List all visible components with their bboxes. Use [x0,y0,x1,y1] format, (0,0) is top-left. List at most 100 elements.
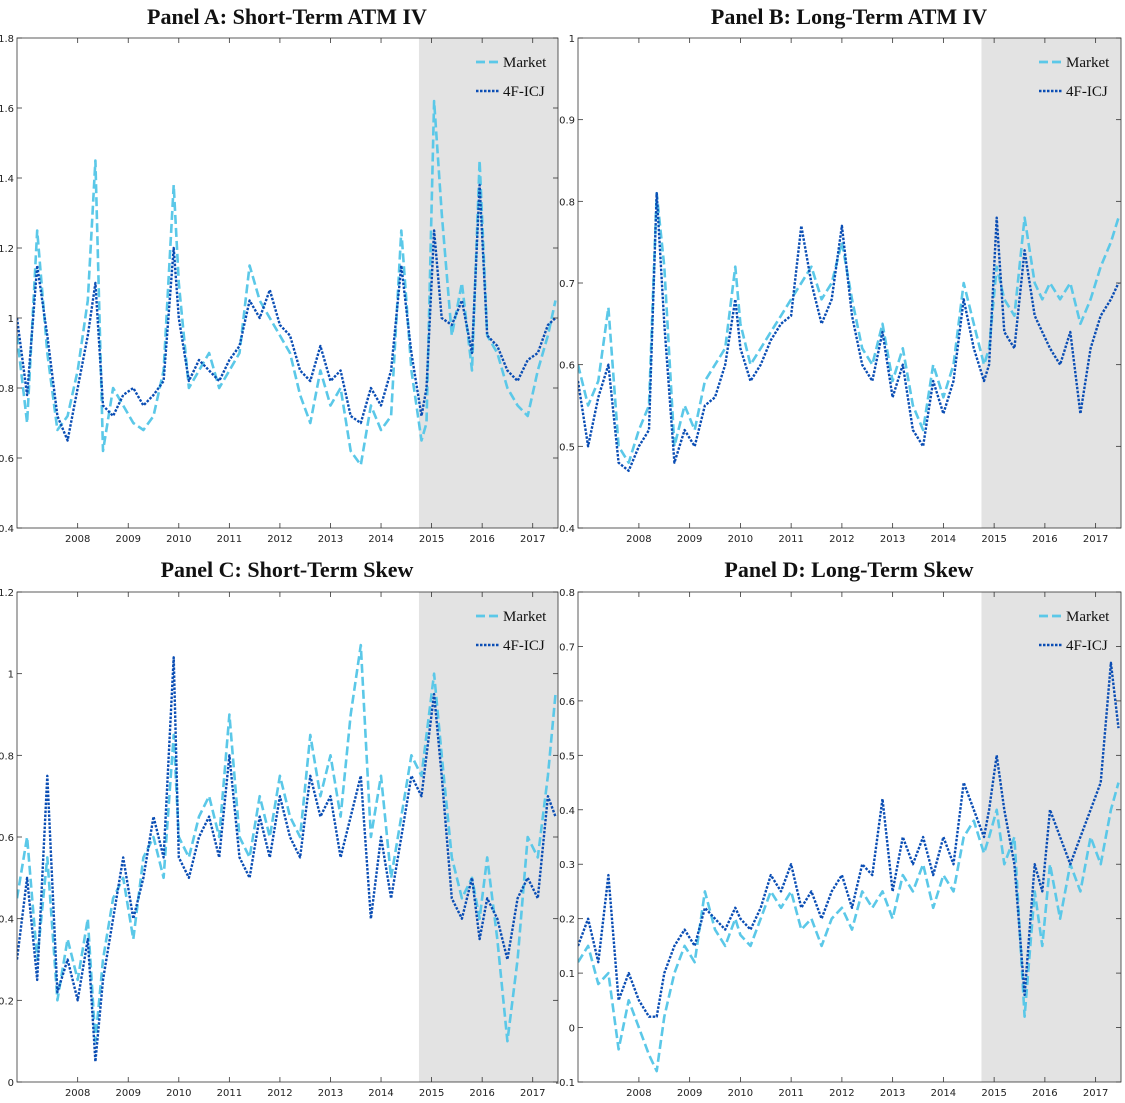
y-tick-label: 0.9 [559,116,575,127]
x-tick-label: 2014 [931,534,956,545]
x-tick-label: 2014 [931,1088,956,1099]
y-tick-label: -0.1 [555,1078,575,1089]
y-tick-label: 1.6 [0,104,14,115]
y-tick-label: 0.6 [0,833,14,844]
legend-label-4f-icj: 4F-ICJ [503,638,545,654]
series-group [578,191,1120,472]
x-tick-label: 2013 [318,1088,343,1099]
x-tick-label: 2011 [778,1088,803,1099]
axes-frame [577,591,1122,1083]
x-tick-label: 2009 [116,1088,141,1099]
legend: Market 4F-ICJ [476,55,547,100]
series-group [578,661,1120,1073]
x-tick-label: 2008 [626,1088,651,1099]
axes-frame [16,37,559,529]
y-tick-label: 0.4 [559,806,575,817]
series-market-line [578,191,1120,465]
x-tick-label: 2011 [217,534,242,545]
x-tick-label: 2010 [166,1088,191,1099]
x-tick-label: 2013 [318,534,343,545]
x-tick-label: 2011 [778,534,803,545]
x-tick-label: 2012 [267,534,292,545]
x-tick-label: 2009 [116,534,141,545]
shaded-region [981,38,1121,528]
y-tick-label: 1.4 [0,174,14,185]
x-tick-label: 2009 [677,1088,702,1099]
x-tick-label: 2010 [728,1088,753,1099]
legend: Market 4F-ICJ [476,609,547,654]
y-tick-label: 0.4 [0,915,14,926]
series-group [17,99,557,467]
x-tick-label: 2016 [1032,534,1057,545]
x-tick-label: 2010 [728,534,753,545]
x-tick-label: 2012 [267,1088,292,1099]
x-tick-label: 2017 [520,534,545,545]
x-tick-label: 2012 [829,534,854,545]
y-tick-label: 0.6 [0,454,14,465]
y-tick-label: 1 [8,314,14,325]
x-tick-label: 2013 [880,1088,905,1099]
series-4f-icj-line [17,656,557,1063]
x-tick-label: 2015 [419,534,444,545]
y-tick-label: 0 [8,1078,14,1089]
y-tick-label: 0.4 [559,524,575,535]
shaded-region [418,38,558,528]
shaded-region [418,592,558,1082]
y-tick-label: 0.8 [0,384,14,395]
y-tick-label: 0.5 [559,442,575,453]
y-tick-label: 1.2 [0,588,14,599]
x-tick-label: 2011 [217,1088,242,1099]
legend-label-market: Market [1066,609,1110,625]
chart-panel-2: Panel B: Long-Term ATM IV 0.4 0.5 0.6 0.7 0.8… [559,4,1122,545]
legend-label-market: Market [503,609,547,625]
y-tick-label: 1 [569,34,575,45]
chart-panel-3: Panel C: Short-Term Skew 0 0.2 0.4 0.6 0.8 1 1.… [0,557,559,1099]
legend-label-4f-icj: 4F-ICJ [1066,638,1108,654]
x-tick-label: 2008 [626,534,651,545]
series-group [17,643,557,1063]
y-tick-label: 0.8 [559,197,575,208]
legend-label-4f-icj: 4F-ICJ [1066,84,1108,100]
y-tick-label: 1.2 [0,244,14,255]
x-tick-label: 2014 [368,1088,393,1099]
x-tick-label: 2016 [469,1088,494,1099]
x-tick-label: 2015 [981,534,1006,545]
series-market-line [578,782,1120,1073]
x-tick-label: 2017 [1083,534,1108,545]
panel-title: Panel A: Short-Term ATM IV [147,4,427,29]
y-tick-label: 0.7 [559,279,575,290]
legend-label-4f-icj: 4F-ICJ [503,84,545,100]
x-tick-label: 2008 [65,1088,90,1099]
x-tick-label: 2015 [981,1088,1006,1099]
panel-title: Panel B: Long-Term ATM IV [711,4,987,29]
x-tick-label: 2013 [880,534,905,545]
y-tick-label: 0.1 [559,969,575,980]
panel-title: Panel C: Short-Term Skew [161,557,414,582]
legend-label-market: Market [503,55,547,71]
legend: Market 4F-ICJ [1039,609,1110,654]
series-market-line [17,643,557,1043]
x-tick-label: 2016 [469,534,494,545]
series-4f-icj-line [17,183,557,442]
y-tick-label: 0.7 [559,642,575,653]
series-4f-icj-line [578,191,1120,472]
y-tick-label: 0.6 [559,361,575,372]
y-tick-label: 1 [8,670,14,681]
y-tick-label: 0.8 [0,751,14,762]
y-tick-label: 0.3 [559,860,575,871]
x-tick-label: 2015 [419,1088,444,1099]
x-tick-label: 2017 [520,1088,545,1099]
series-4f-icj-line [578,661,1120,1018]
x-tick-label: 2009 [677,534,702,545]
x-tick-label: 2014 [368,534,393,545]
y-tick-label: 0.2 [0,996,14,1007]
y-tick-label: 0 [569,1024,575,1035]
y-tick-label: 0.2 [559,915,575,926]
x-tick-label: 2017 [1083,1088,1108,1099]
x-tick-label: 2010 [166,534,191,545]
chart-panel-1: Panel A: Short-Term ATM IV 0.4 0.6 0.8 1 1.2 1… [0,4,559,545]
legend: Market 4F-ICJ [1039,55,1110,100]
y-tick-label: 0.8 [559,588,575,599]
x-tick-label: 2016 [1032,1088,1057,1099]
